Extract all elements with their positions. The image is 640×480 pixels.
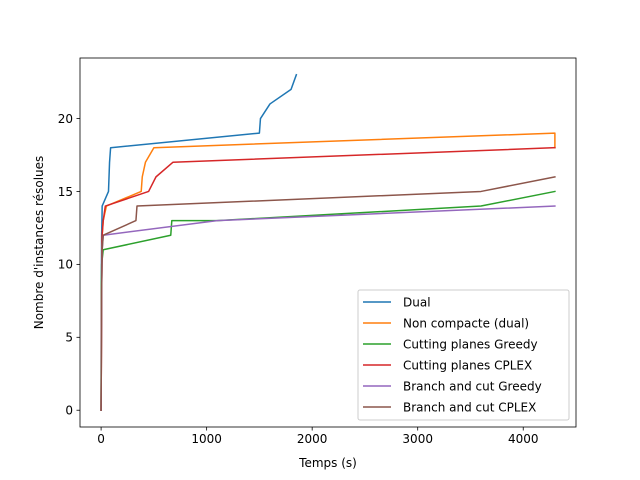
legend-label-6: Branch and cut CPLEX — [403, 400, 536, 414]
series-line-6 — [100, 175, 556, 411]
x-axis-label: Temps (s) — [298, 456, 357, 470]
x-tick-label: 4000 — [508, 432, 539, 446]
y-tick-label: 15 — [58, 185, 73, 199]
legend-label-1: Dual — [403, 295, 431, 309]
legend-label-4: Cutting planes CPLEX — [403, 358, 532, 372]
series-lines — [100, 73, 556, 411]
y-tick-label: 5 — [65, 331, 73, 345]
y-tick-label: 20 — [58, 112, 73, 126]
legend-label-3: Cutting planes Greedy — [403, 337, 538, 351]
legend-label-2: Non compacte (dual) — [403, 316, 529, 330]
x-tick-label: 1000 — [191, 432, 222, 446]
legend-box — [357, 289, 570, 421]
y-tick-label: 10 — [58, 258, 73, 272]
x-axis-ticks: 0 1000 2000 3000 4000 — [97, 427, 539, 446]
series-line-1 — [100, 73, 298, 411]
legend: Dual Non compacte (dual) Cutting planes Gr… — [357, 289, 570, 421]
y-axis-ticks: 0 5 10 15 20 — [58, 112, 80, 418]
x-tick-label: 0 — [97, 432, 105, 446]
plot-frame — [79, 57, 577, 428]
x-tick-label: 2000 — [297, 432, 328, 446]
x-tick-label: 3000 — [402, 432, 433, 446]
y-axis-label: Nombre d'instances résolues — [32, 156, 46, 330]
legend-label-5: Branch and cut Greedy — [403, 379, 542, 393]
y-tick-label: 0 — [65, 404, 73, 418]
